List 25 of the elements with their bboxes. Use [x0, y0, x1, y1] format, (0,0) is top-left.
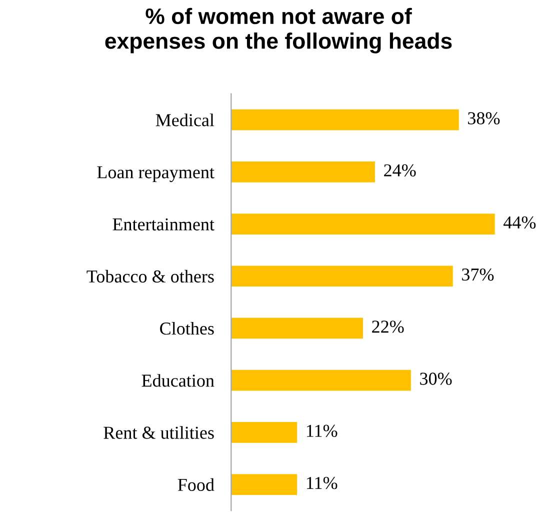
data-label: 44%: [503, 216, 536, 229]
bar: [231, 266, 453, 287]
bar: [231, 422, 298, 443]
data-label: 37%: [462, 268, 494, 281]
y-tick-label: Entertainment: [112, 218, 214, 230]
y-tick-label: Tobacco & others: [86, 270, 214, 283]
data-label: 24%: [384, 164, 416, 177]
y-tick-label: Food: [178, 478, 214, 491]
data-label: 22%: [372, 320, 404, 333]
chart-title: % of women not aware of expenses on the following heads: [105, 8, 452, 54]
y-tick-label: Loan repayment: [97, 166, 214, 182]
data-label: 11%: [306, 424, 338, 438]
bar: [231, 370, 411, 391]
bar: [231, 318, 363, 339]
data-label: 11%: [306, 476, 338, 490]
bar: [231, 162, 375, 182]
bar: [231, 109, 459, 130]
y-tick-label: Rent & utilities: [104, 426, 214, 439]
bar: [231, 474, 298, 495]
y-tick-label: Education: [142, 374, 214, 387]
data-label: 30%: [420, 372, 452, 385]
y-tick-label: Clothes: [160, 322, 214, 335]
data-label: 38%: [468, 112, 500, 124]
y-tick-label: Medical: [156, 114, 214, 126]
bar: [231, 214, 495, 234]
